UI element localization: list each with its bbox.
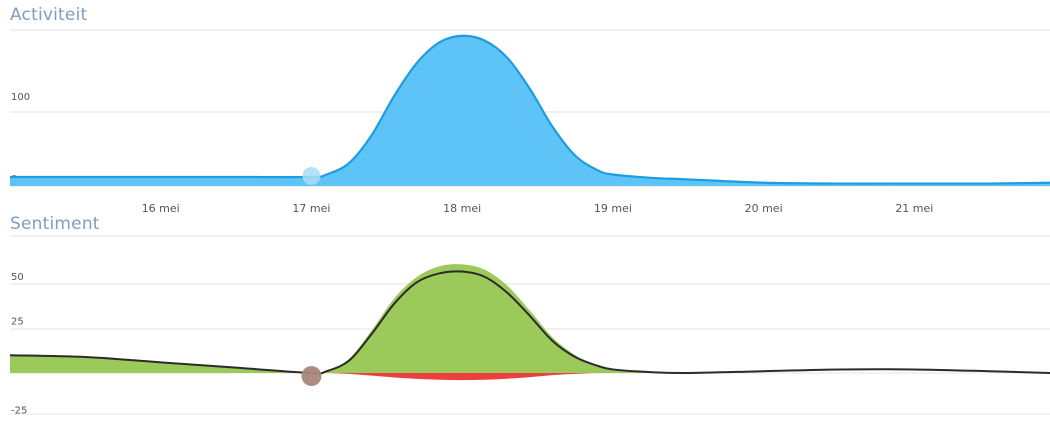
sentiment-chart-title: Sentiment	[10, 214, 100, 234]
sentiment-positive-area	[10, 264, 1050, 374]
activity-xtick-label: 21 mei	[895, 202, 933, 215]
sentiment-ytick-label: 50	[11, 272, 24, 283]
activity-xtick-label: 17 mei	[292, 202, 330, 215]
activity-ytick-label: 100	[11, 92, 30, 103]
activity-chart-title: Activiteit	[10, 5, 88, 25]
sentiment-negative-area	[10, 372, 1050, 381]
activity-xtick-label: 16 mei	[142, 202, 180, 215]
sentiment-ytick-label: 25	[11, 317, 24, 328]
activity-xtick-label: 20 mei	[745, 202, 783, 215]
sentiment-ytick-label: -25	[11, 406, 27, 417]
activity-highlight-marker	[302, 166, 321, 185]
activity-area	[10, 35, 1050, 187]
activity-xtick-label: 19 mei	[594, 202, 632, 215]
activity-xtick-label: 18 mei	[443, 202, 481, 215]
sentiment-highlight-marker	[301, 366, 322, 386]
